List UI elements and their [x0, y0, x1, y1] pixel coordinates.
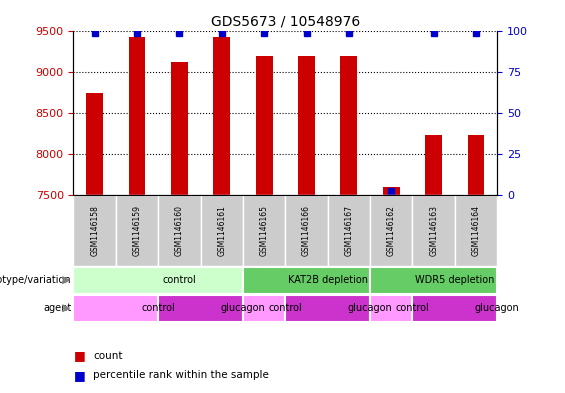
FancyBboxPatch shape — [285, 195, 328, 266]
Text: genotype/variation: genotype/variation — [0, 275, 71, 285]
FancyBboxPatch shape — [116, 195, 158, 266]
Text: GSM1146165: GSM1146165 — [260, 205, 268, 256]
FancyBboxPatch shape — [158, 195, 201, 266]
FancyBboxPatch shape — [370, 195, 412, 266]
Bar — [340, 56, 358, 195]
FancyBboxPatch shape — [370, 295, 412, 322]
FancyBboxPatch shape — [455, 195, 497, 266]
FancyBboxPatch shape — [370, 267, 497, 294]
Text: GSM1146167: GSM1146167 — [345, 205, 353, 256]
Title: GDS5673 / 10548976: GDS5673 / 10548976 — [211, 15, 360, 29]
Text: control: control — [141, 303, 175, 313]
FancyBboxPatch shape — [73, 267, 243, 294]
Text: GSM1146164: GSM1146164 — [472, 205, 480, 256]
Text: count: count — [93, 351, 123, 361]
Text: GSM1146163: GSM1146163 — [429, 205, 438, 256]
Text: control: control — [268, 303, 302, 313]
Text: percentile rank within the sample: percentile rank within the sample — [93, 370, 269, 380]
Text: KAT2B depletion: KAT2B depletion — [288, 275, 368, 285]
Text: ■: ■ — [73, 349, 85, 362]
Text: glucagon: glucagon — [220, 303, 266, 313]
FancyBboxPatch shape — [412, 295, 497, 322]
Text: ■: ■ — [73, 369, 85, 382]
FancyBboxPatch shape — [243, 267, 370, 294]
Text: GSM1146162: GSM1146162 — [387, 205, 396, 256]
FancyBboxPatch shape — [412, 195, 455, 266]
Text: glucagon: glucagon — [475, 303, 520, 313]
FancyBboxPatch shape — [243, 295, 285, 322]
Text: GSM1146166: GSM1146166 — [302, 205, 311, 256]
Text: control: control — [396, 303, 429, 313]
FancyBboxPatch shape — [158, 295, 243, 322]
Text: agent: agent — [43, 303, 71, 313]
FancyBboxPatch shape — [73, 295, 158, 322]
FancyBboxPatch shape — [328, 195, 370, 266]
Bar — [128, 37, 146, 195]
FancyBboxPatch shape — [285, 295, 370, 322]
Bar — [425, 135, 442, 195]
Text: control: control — [163, 275, 196, 285]
Bar — [214, 37, 231, 195]
Text: GSM1146159: GSM1146159 — [133, 205, 141, 256]
Bar — [383, 187, 399, 195]
Bar — [298, 56, 315, 195]
FancyBboxPatch shape — [243, 195, 285, 266]
Bar — [171, 62, 188, 195]
Text: GSM1146158: GSM1146158 — [90, 205, 99, 256]
Bar — [468, 135, 485, 195]
FancyBboxPatch shape — [201, 195, 243, 266]
Text: GSM1146160: GSM1146160 — [175, 205, 184, 256]
Bar — [255, 56, 273, 195]
Text: GSM1146161: GSM1146161 — [218, 205, 226, 256]
FancyBboxPatch shape — [73, 195, 116, 266]
Text: glucagon: glucagon — [347, 303, 393, 313]
Bar — [86, 93, 103, 195]
Text: WDR5 depletion: WDR5 depletion — [415, 275, 494, 285]
